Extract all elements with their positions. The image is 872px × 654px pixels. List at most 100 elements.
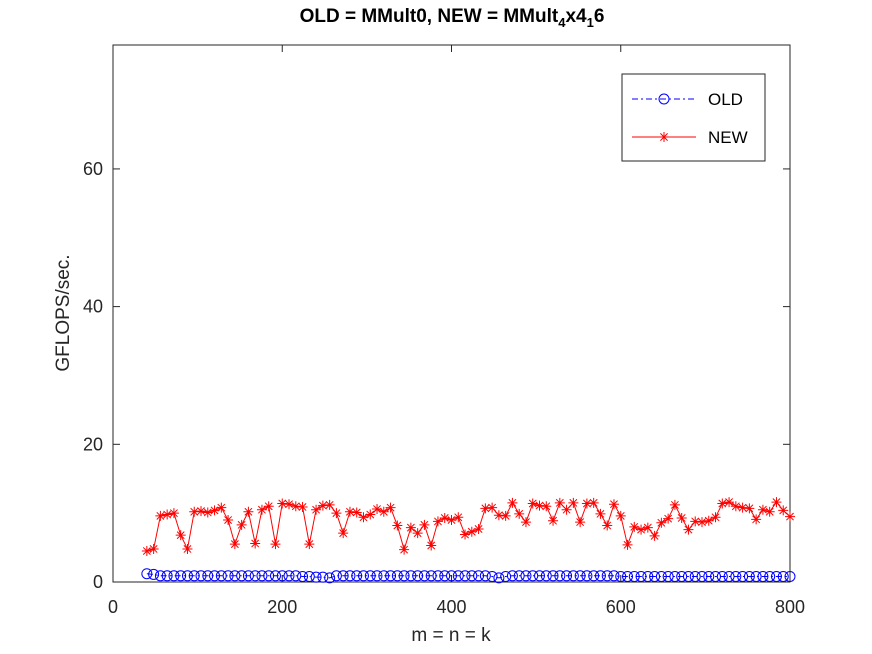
y-tick-label: 0 — [93, 572, 103, 592]
data-point-old — [310, 571, 322, 583]
y-tick-label: 60 — [83, 159, 103, 179]
data-point-new — [554, 497, 565, 508]
data-point-new — [757, 504, 768, 515]
data-point-new — [575, 517, 586, 528]
data-point-new — [608, 499, 619, 510]
data-point-new — [439, 512, 450, 523]
data-point-old — [330, 570, 342, 582]
data-point-new — [372, 504, 383, 515]
data-point-new — [338, 528, 349, 539]
data-point-new — [751, 514, 762, 525]
data-point-new — [162, 509, 173, 520]
data-point-old — [513, 570, 525, 582]
data-point-old — [581, 570, 593, 582]
data-point-new — [568, 497, 579, 508]
data-point-new — [290, 501, 301, 512]
data-point-old — [696, 570, 708, 582]
data-point-old — [615, 570, 627, 582]
data-point-old — [567, 570, 579, 582]
data-point-new — [778, 505, 789, 516]
data-point-new — [493, 510, 504, 521]
data-point-old — [188, 570, 200, 582]
data-point-old — [398, 570, 410, 582]
data-point-new — [256, 504, 267, 515]
data-point-new — [311, 504, 322, 515]
data-point-new — [581, 498, 592, 509]
data-point-old — [662, 570, 674, 582]
data-point-new — [629, 521, 640, 532]
data-point-old — [263, 570, 275, 582]
data-point-new — [676, 512, 687, 523]
data-point-old — [297, 570, 309, 582]
data-point-old — [540, 570, 552, 582]
data-point-new — [730, 501, 741, 512]
data-point-new — [141, 546, 152, 557]
data-point-old — [750, 570, 762, 582]
data-point-old — [418, 570, 430, 582]
data-point-old — [378, 570, 390, 582]
data-point-new — [304, 539, 315, 550]
data-point-new — [196, 506, 207, 517]
data-point-old — [554, 570, 566, 582]
data-point-new — [744, 503, 755, 514]
data-point-old — [439, 570, 451, 582]
data-point-new — [324, 499, 335, 510]
data-point-old — [357, 570, 369, 582]
data-point-new — [527, 498, 538, 509]
data-point-new — [365, 509, 376, 520]
data-point-old — [391, 570, 403, 582]
data-point-new — [717, 498, 728, 509]
data-point-new — [602, 520, 613, 531]
legend-label-old: OLD — [708, 90, 743, 109]
data-point-new — [507, 497, 518, 508]
data-point-new — [392, 520, 403, 531]
data-point-old — [412, 570, 424, 582]
data-point-new — [270, 539, 281, 550]
data-point-old — [777, 570, 789, 582]
data-point-old — [236, 570, 248, 582]
data-point-old — [195, 570, 207, 582]
series-line-new — [146, 501, 791, 552]
data-point-new — [223, 515, 234, 526]
data-point-new — [250, 538, 261, 549]
data-point-old — [168, 570, 180, 582]
data-point-old — [622, 570, 634, 582]
data-point-new — [649, 530, 660, 541]
data-point-new — [480, 503, 491, 514]
data-point-new — [771, 497, 782, 508]
data-point-old — [737, 570, 749, 582]
x-tick-label: 200 — [267, 597, 297, 617]
data-point-old — [351, 570, 363, 582]
data-point-old — [520, 570, 532, 582]
data-point-old — [202, 570, 214, 582]
data-point-new — [473, 523, 484, 534]
data-point-new — [189, 506, 200, 517]
y-tick-label: 40 — [83, 297, 103, 317]
data-point-old — [764, 570, 776, 582]
data-point-old — [689, 570, 701, 582]
data-point-new — [378, 506, 389, 517]
y-axis-label: GFLOPS/sec. — [53, 254, 74, 371]
data-point-new — [595, 508, 606, 519]
series-line-old — [146, 573, 790, 579]
data-point-new — [466, 526, 477, 537]
data-point-old — [303, 570, 315, 582]
data-point-new — [548, 515, 559, 526]
data-point-new — [277, 498, 288, 509]
data-point-new — [399, 544, 410, 555]
data-point-new — [669, 499, 680, 510]
y-tick-label: 20 — [83, 434, 103, 454]
data-point-new — [202, 507, 213, 518]
data-point-new — [561, 504, 572, 515]
data-point-new — [520, 517, 531, 528]
series-layer — [141, 497, 796, 584]
data-point-old — [486, 570, 498, 582]
data-point-old — [676, 570, 688, 582]
data-point-old — [473, 570, 485, 582]
data-point-new — [358, 512, 369, 523]
data-point-old — [209, 570, 221, 582]
data-point-new — [534, 500, 545, 511]
x-tick-label: 800 — [775, 597, 805, 617]
data-point-new — [243, 506, 254, 517]
